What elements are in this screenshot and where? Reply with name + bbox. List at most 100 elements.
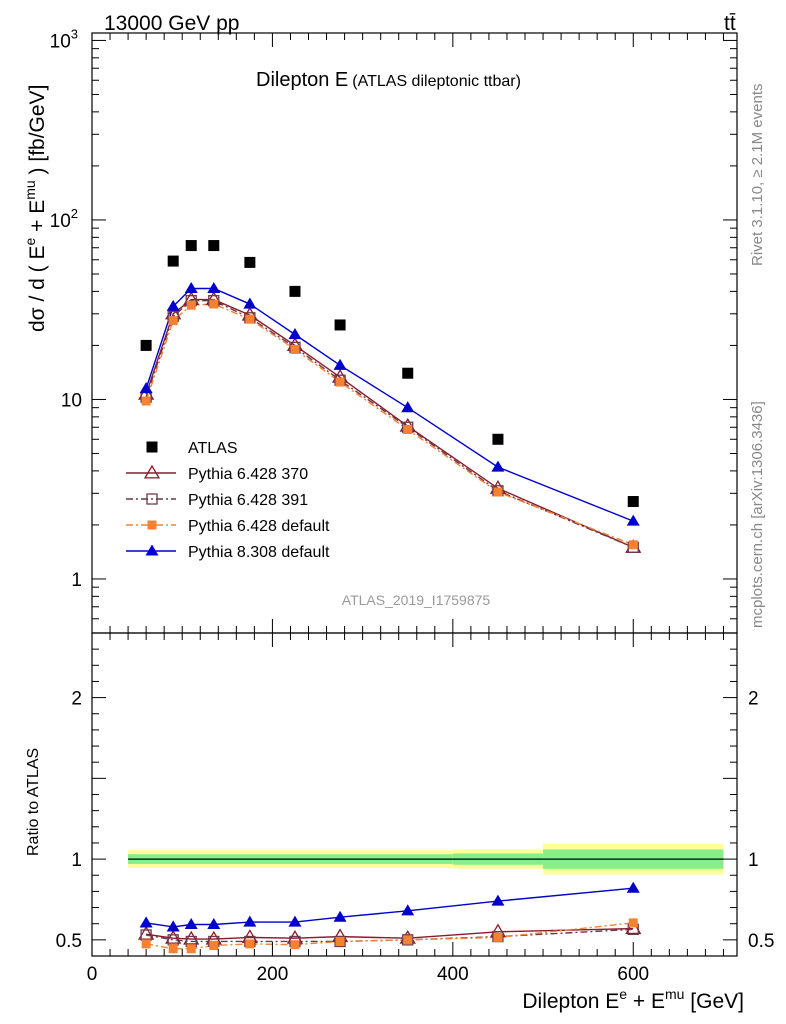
series-point-3: [333, 358, 347, 370]
ratio-point-0: [165, 929, 182, 944]
x-tick-label: 400: [437, 964, 469, 985]
series-line-0: [145, 298, 634, 548]
ratio-plot-frame: [91, 632, 738, 957]
ratio-line-3: [146, 887, 634, 928]
ratio-point-3: [491, 894, 505, 906]
x-tick-label: 600: [617, 964, 649, 985]
ratio-y-axis-label: Ratio to ATLAS: [25, 748, 42, 856]
ratio-point-3: [401, 904, 415, 916]
legend-marker: [143, 464, 161, 479]
ratio-point-2: [141, 939, 151, 949]
series-point-2: [628, 540, 638, 550]
ratio-point-1: [334, 935, 346, 948]
ratio-point-2: [403, 935, 413, 945]
ratio-point-3: [333, 910, 347, 922]
data-point: [244, 256, 256, 268]
data-point: [289, 285, 301, 297]
data-point: [167, 255, 179, 267]
data-point: [208, 240, 220, 252]
analysis-id: ATLAS_2019_I1759875: [342, 592, 491, 608]
series-point-3: [207, 282, 221, 294]
series-line-1: [145, 299, 634, 548]
ratio-line-1: [146, 928, 634, 943]
ratio-point-0: [625, 920, 642, 935]
data-point: [627, 496, 639, 508]
axes-layer: 0 200 400 600 1 10 102 103 0.5 0.5 1 1 2 2: [50, 26, 775, 985]
ratio-y-tick-label-left: 2: [71, 689, 82, 710]
series-point-3: [139, 382, 153, 394]
ratio-line-0: [146, 927, 634, 940]
ratio-point-0: [183, 930, 200, 945]
header-process: tt̄: [724, 12, 736, 35]
ratio-point-2: [335, 936, 345, 946]
series-point-2: [290, 344, 300, 354]
ratio-y-tick-label-right: 1: [748, 850, 759, 871]
ratio-point-2: [168, 944, 178, 954]
data-point: [140, 339, 152, 351]
ratio-point-2: [209, 941, 219, 951]
series-point-2: [245, 314, 255, 324]
legend-marker: [146, 441, 158, 453]
ratio-y-tick-label-left: 0.5: [56, 931, 82, 952]
data-point: [334, 319, 346, 331]
y-axis-label: dσ / d ( Ee + Emu ) [fb/GeV]: [22, 85, 49, 332]
data-point: [402, 367, 414, 379]
series-line-3: [145, 287, 634, 522]
series-point-3: [166, 299, 180, 311]
legend: ATLAS Pythia 6.428 370 Pythia 6.428 391 Pyt…: [126, 440, 330, 561]
ratio-point-2: [186, 944, 196, 954]
series-point-2: [186, 300, 196, 310]
x-axis-label: Dilepton Ee + Emu [GeV]: [522, 986, 744, 1013]
y-tick-label: 10: [61, 390, 82, 411]
series-point-2: [493, 487, 503, 497]
y-tick-label: 103: [50, 26, 78, 52]
ratio-point-2: [493, 932, 503, 942]
ratio-y-tick-label-right: 0.5: [748, 931, 774, 952]
x-tick-label: 0: [87, 964, 98, 985]
ratio-point-3: [288, 915, 302, 927]
legend-marker: [147, 520, 157, 530]
series-point-2: [335, 377, 345, 387]
series-point-2: [209, 299, 219, 309]
series-point-3: [243, 297, 257, 309]
legend-marker: [146, 493, 158, 505]
ratio-point-2: [245, 939, 255, 949]
data-point: [492, 433, 504, 445]
series-point-3: [626, 514, 640, 526]
ratio-point-0: [137, 925, 155, 940]
legend-label: Pythia 8.308 default: [188, 544, 330, 561]
series-point-3: [401, 401, 415, 413]
legend-label: Pythia 6.428 default: [188, 518, 330, 535]
chart-title: Dilepton E (ATLAS dileptonic ttbar): [256, 69, 521, 91]
series-point-2: [141, 396, 151, 406]
y-tick-label: 1: [71, 570, 82, 591]
ratio-point-2: [290, 940, 300, 950]
legend-marker: [145, 544, 159, 556]
ratio-point-3: [184, 918, 198, 930]
ratio-point-3: [166, 920, 180, 932]
ratio-point-2: [628, 918, 638, 928]
side-rivet-label: Rivet 3.1.10, ≥ 2.1M events: [749, 84, 766, 267]
ratio-point-3: [139, 916, 153, 928]
ratio-point-3: [243, 915, 257, 927]
series-point-3: [288, 328, 302, 340]
main-plot-frame: [91, 32, 738, 634]
ratio-y-tick-label-right: 2: [748, 689, 759, 710]
series-point-2: [168, 316, 178, 326]
legend-label: Pythia 6.428 370: [188, 466, 308, 483]
data-point: [185, 240, 197, 252]
ratio-y-tick-label-left: 1: [71, 850, 82, 871]
ratio-point-3: [626, 881, 640, 893]
ratio-point-1: [402, 934, 414, 946]
x-tick-label: 200: [257, 964, 289, 985]
legend-label: ATLAS: [188, 440, 238, 457]
y-tick-label: 102: [50, 206, 78, 232]
ratio-point-3: [207, 918, 221, 930]
header-energy: 13000 GeV pp: [104, 12, 239, 35]
series-line-2: [145, 303, 634, 546]
legend-label: Pythia 6.428 391: [188, 492, 308, 509]
series-point-2: [403, 425, 413, 435]
series-point-3: [491, 460, 505, 472]
side-mcplots-label: mcplots.cern.ch [arXiv:1306.3436]: [749, 401, 766, 628]
